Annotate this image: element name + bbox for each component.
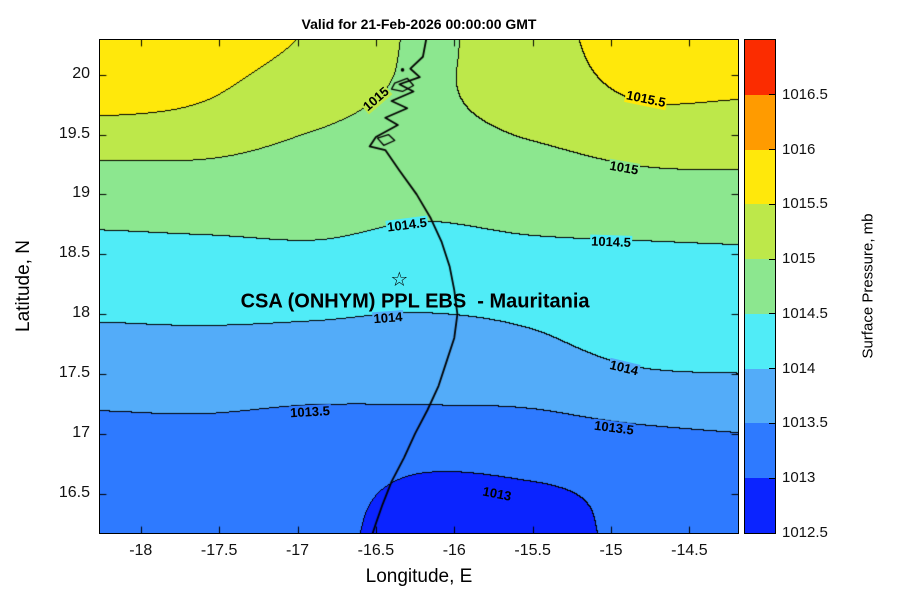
colorbar-tick-label: 1016.5 [782,85,828,103]
x-tick-label: -16 [442,542,466,559]
x-tick-label: -17 [285,542,310,559]
colorbar-bands [745,40,775,534]
colorbar [744,39,776,534]
x-tick-label: -18 [129,542,153,559]
figure-title: Valid for 21-Feb-2026 00:00:00 GMT [301,16,537,32]
colorbar-tick-label: 1016 [782,140,816,158]
contour-plot-canvas [100,40,738,533]
colorbar-tick-label: 1013.5 [782,414,828,432]
colorbar-band [745,423,775,479]
plot-area [99,39,739,534]
colorbar-band [745,368,775,424]
colorbar-band [745,259,775,314]
x-tick-label: -16.5 [357,542,395,559]
y-tick-label: 20 [72,64,90,82]
colorbar-tick-label: 1015 [782,250,816,268]
y-axis-label: Latitude, N [13,240,34,332]
x-tick-label: -17.5 [200,542,238,559]
y-tick-label: 19.5 [58,124,90,142]
colorbar-band [745,204,775,260]
colorbar-tick-label: 1012.5 [782,524,828,541]
colorbar-band [745,478,775,534]
colorbar-band [745,40,775,95]
colorbar-label: Surface Pressure, mb [859,213,877,359]
colorbar-tick-label: 1015.5 [782,195,828,213]
colorbar-tick-label: 1013 [782,469,816,487]
y-tick-label: 17.5 [58,363,90,381]
y-tick-label: 17 [72,423,90,441]
x-tick-label: -14.5 [671,542,708,559]
x-axis-label: Longitude, E [365,566,473,587]
x-tick-label: -15 [599,542,623,559]
colorbar-band [745,149,775,205]
colorbar-band [745,313,775,369]
y-tick-label: 16.5 [58,483,90,501]
y-tick-label: 19 [72,184,90,202]
colorbar-band [745,94,775,150]
colorbar-tick-label: 1014 [782,359,816,377]
colorbar-tick-label: 1014.5 [782,304,828,322]
x-tick-label: -15.5 [514,542,551,559]
